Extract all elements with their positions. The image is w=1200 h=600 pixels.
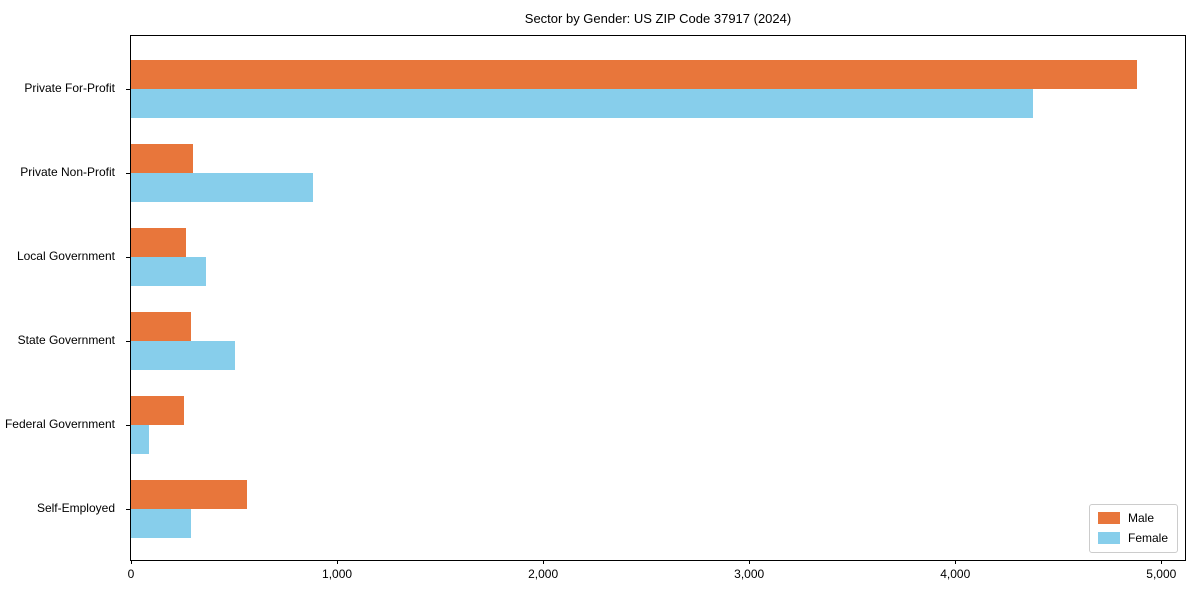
legend-item-female: Female [1097, 531, 1168, 545]
x-tick-mark [749, 560, 751, 564]
x-tick-mark [1161, 560, 1163, 564]
y-tick-label: Private For-Profit [24, 80, 115, 95]
x-axis-labels: 0 1,000 2,000 3,000 4,000 5,000 [127, 567, 1186, 585]
bar-male-1 [131, 143, 193, 173]
x-tick-mark [337, 560, 339, 564]
bar-female-3 [131, 340, 236, 371]
y-tick-mark [126, 340, 130, 342]
y-tick-mark [126, 424, 130, 426]
x-tick-mark [131, 560, 132, 564]
legend: Male Female [1088, 504, 1178, 553]
y-tick-label: Private Non-Profit [20, 164, 115, 179]
legend-item-male: Male [1097, 511, 1168, 525]
y-axis-labels: Private For-Profit Private Non-Profit Loca… [0, 35, 124, 561]
bar-female-2 [131, 256, 207, 287]
x-tick-mark [955, 560, 957, 564]
y-tick-mark [126, 256, 130, 258]
x-tick-label: 1,000 [322, 567, 353, 581]
y-tick-mark [126, 172, 130, 174]
female-swatch-icon [1097, 532, 1120, 544]
y-tick-label: Self-Employed [36, 500, 115, 515]
bar-male-5 [131, 479, 248, 509]
plot-area: Male Female [126, 35, 1186, 564]
legend-label-male: Male [1127, 511, 1154, 525]
bar-male-4 [131, 395, 184, 425]
bar-female-1 [131, 172, 314, 203]
y-tick-label: Local Government [16, 248, 115, 263]
y-tick-label: State Government [17, 332, 115, 347]
chart-title: Sector by Gender: US ZIP Code 37917 (202… [524, 11, 792, 26]
male-swatch-icon [1097, 512, 1120, 524]
y-tick-mark [126, 88, 130, 90]
y-tick-mark [126, 508, 130, 510]
bar-male-0 [131, 59, 1137, 89]
bar-female-4 [131, 424, 149, 455]
x-tick-label: 3,000 [734, 567, 765, 581]
x-tick-label: 2,000 [528, 567, 559, 581]
x-tick-label: 0 [127, 567, 135, 581]
bar-male-3 [131, 311, 191, 341]
bar-male-2 [131, 227, 186, 257]
bar-female-0 [131, 88, 1033, 119]
x-tick-label: 4,000 [940, 567, 971, 581]
x-tick-mark [543, 560, 545, 564]
bar-female-5 [131, 508, 191, 539]
x-tick-label: 5,000 [1146, 567, 1177, 581]
legend-label-female: Female [1127, 531, 1168, 545]
y-tick-label: Federal Government [4, 416, 115, 431]
